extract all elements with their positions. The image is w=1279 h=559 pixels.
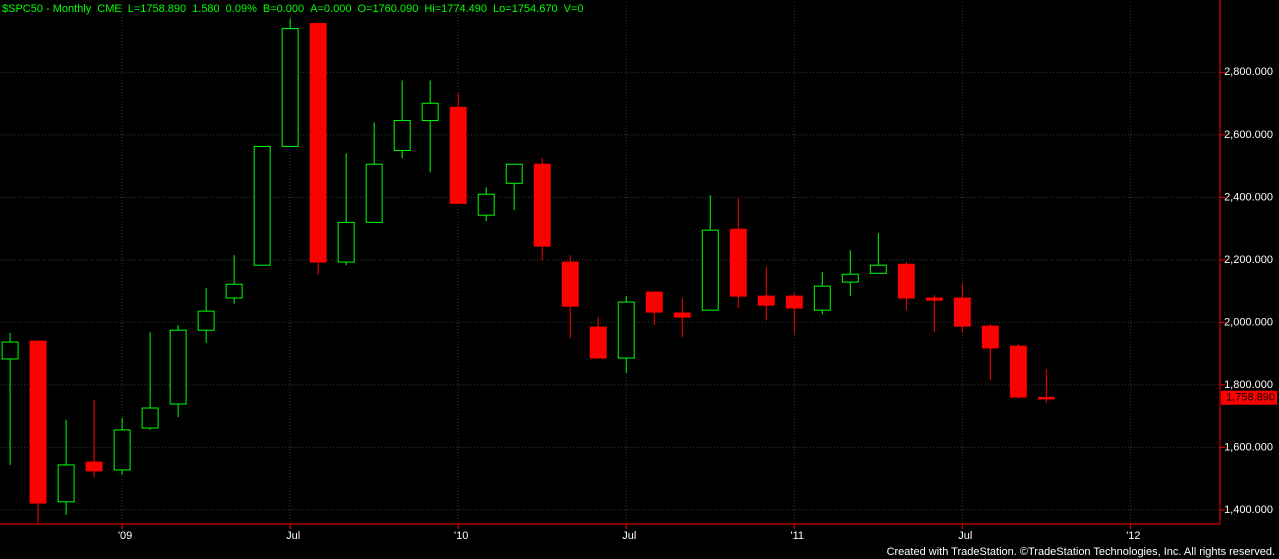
candle-body (981, 325, 999, 349)
candle-body (589, 326, 607, 359)
candle-body (953, 297, 971, 327)
candle-body (393, 119, 411, 151)
x-tick-label: '09 (118, 530, 132, 542)
x-tick-label: '11 (791, 530, 805, 542)
candle-body (1, 341, 19, 360)
y-tick-label: 2,800.000 (1224, 66, 1273, 78)
header-item: 0.09% (225, 3, 257, 15)
candle-body (561, 261, 579, 307)
credit: Created with TradeStation. ©TradeStation… (887, 546, 1275, 558)
candle-body (225, 283, 243, 299)
candle-body (505, 163, 523, 184)
candle-body (197, 310, 215, 331)
candle-body (617, 301, 635, 359)
header-item: A=0.000 (310, 3, 352, 15)
candle-body (673, 312, 691, 318)
candle-body (253, 145, 271, 266)
header-item: Lo=1754.670 (493, 3, 558, 15)
y-tick-label: 2,200.000 (1224, 254, 1273, 266)
header-item: O=1760.090 (357, 3, 419, 15)
header-item: $SPC50 - Monthly (2, 3, 92, 15)
header-item: V=0 (563, 3, 584, 15)
candle-body (869, 264, 887, 274)
y-tick-label: 1,400.000 (1224, 504, 1273, 516)
x-tick-label: Jul (286, 530, 300, 542)
header: $SPC50 - Monthly CME L=1758.890 1.580 0.09% B… (2, 3, 589, 15)
candle-body (113, 429, 131, 471)
candle-body (477, 193, 495, 216)
candle-body (281, 28, 299, 147)
x-tick-label: Jul (958, 530, 972, 542)
candle-body (757, 295, 775, 306)
candle-body (1009, 345, 1027, 398)
header-item: L=1758.890 (127, 3, 187, 15)
candle-body (841, 273, 859, 283)
candle-body (85, 461, 103, 472)
candle-body (449, 106, 467, 204)
candle-body (729, 228, 747, 297)
candle-body (29, 340, 47, 504)
candle-body (169, 329, 187, 405)
candle-body (533, 163, 551, 247)
candle-body (785, 295, 803, 309)
candle-body (701, 229, 719, 311)
candle-body (897, 263, 915, 299)
candle-body (365, 163, 383, 223)
candle-body (645, 291, 663, 313)
last-price-label: 1,758.890 (1226, 392, 1275, 404)
x-tick-label: Jul (622, 530, 636, 542)
header-item: CME (97, 3, 122, 15)
y-tick-label: 1,600.000 (1224, 441, 1273, 453)
y-tick-label: 2,400.000 (1224, 191, 1273, 203)
x-tick-label: '10 (454, 530, 468, 542)
header-item: 1.580 (192, 3, 220, 15)
candle-body (309, 23, 327, 263)
header-item: Hi=1774.490 (424, 3, 488, 15)
candle-body (57, 464, 75, 503)
y-tick-label: 2,000.000 (1224, 316, 1273, 328)
last-price-box (1221, 390, 1277, 405)
y-tick-label: 2,600.000 (1224, 129, 1273, 141)
candle-body (1037, 396, 1055, 400)
candle-body (337, 221, 355, 263)
x-tick-label: '12 (1126, 530, 1140, 542)
candle-body (925, 297, 943, 301)
y-tick-label: 1,800.000 (1224, 379, 1273, 391)
header-item: B=0.000 (262, 3, 305, 15)
candle-body (813, 285, 831, 311)
candle-body (141, 407, 159, 429)
candle-body (421, 102, 439, 121)
